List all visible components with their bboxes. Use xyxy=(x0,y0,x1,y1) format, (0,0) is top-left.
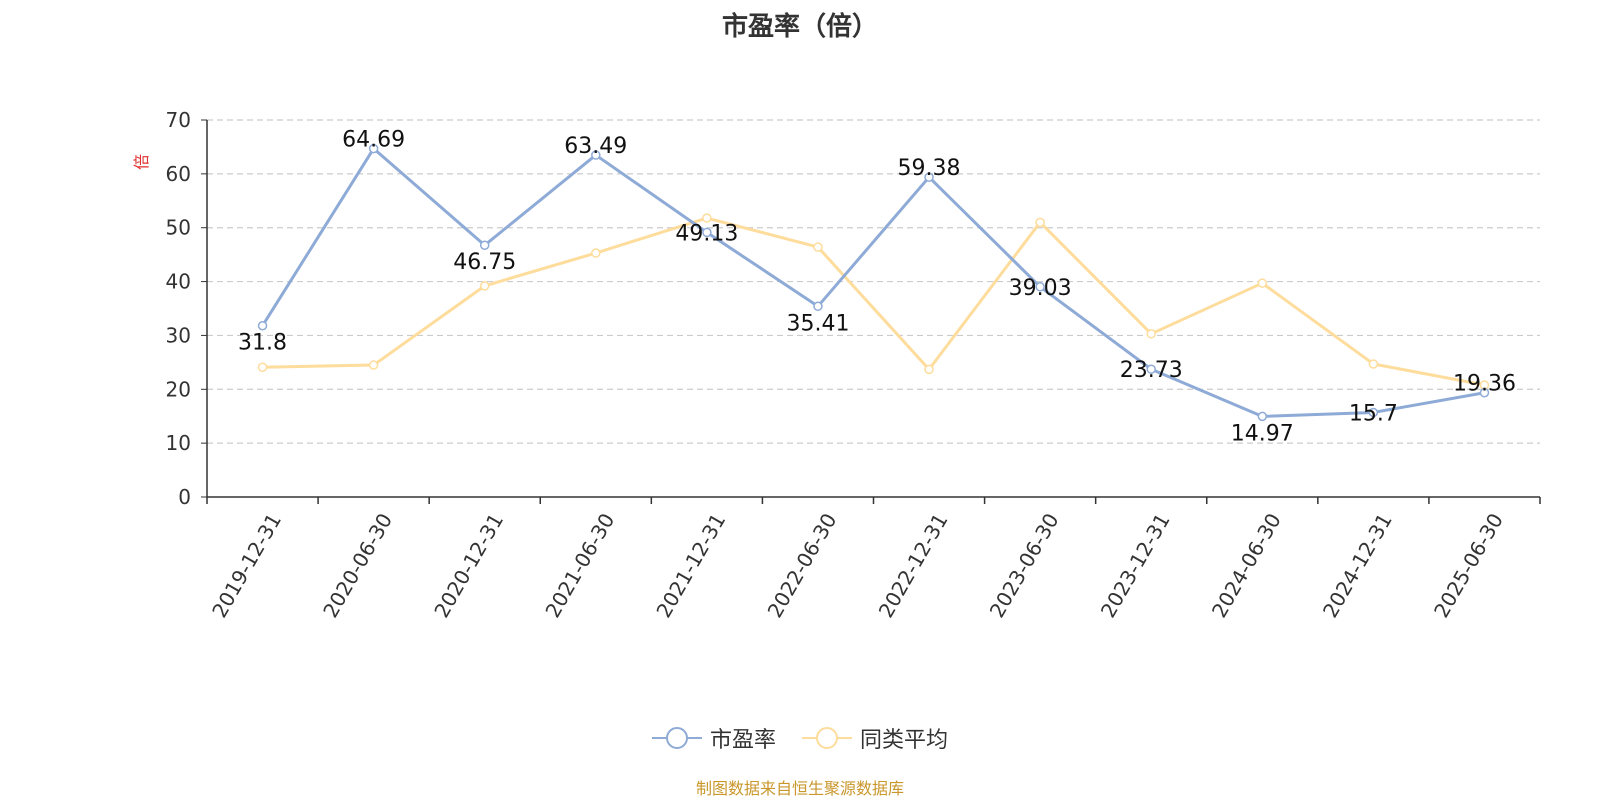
data-point-avg xyxy=(591,248,601,258)
data-point-pe xyxy=(368,143,379,154)
data-point-pe xyxy=(1146,364,1156,374)
data-label-pe: 63.49 xyxy=(564,134,627,159)
data-label-pe: 31.8 xyxy=(238,331,287,356)
data-point-pe xyxy=(1035,282,1045,292)
x-tick-label: 2020-06-30 xyxy=(318,509,397,622)
data-point-pe xyxy=(257,320,268,331)
data-point-pe xyxy=(1368,407,1379,418)
legend-label-pe: 市盈率 xyxy=(709,728,776,753)
x-tick-label: 2021-12-31 xyxy=(651,509,730,622)
data-point-avg xyxy=(924,364,934,375)
data-label-pe: 46.75 xyxy=(453,250,516,275)
legend-item-avg[interactable]: 同类平均 xyxy=(802,722,948,754)
data-point-avg xyxy=(1146,329,1156,339)
x-tick-label: 2023-06-30 xyxy=(985,509,1064,622)
data-point-pe xyxy=(702,227,712,238)
legend-avg-icon xyxy=(802,727,852,749)
data-label-pe: 14.97 xyxy=(1231,421,1294,446)
data-point-avg xyxy=(1368,359,1379,369)
data-point-pe xyxy=(1257,411,1268,422)
x-tick-label: 2023-12-31 xyxy=(1096,509,1175,622)
x-tick-label: 2022-06-30 xyxy=(763,509,842,622)
data-point-avg xyxy=(479,281,490,291)
data-label-pe: 49.13 xyxy=(675,221,738,246)
x-tick-label: 2021-06-30 xyxy=(540,509,619,622)
y-tick-label: 0 xyxy=(178,485,191,509)
data-label-pe: 15.7 xyxy=(1349,401,1398,426)
data-label-pe: 59.38 xyxy=(898,156,961,181)
data-label-pe: 64.69 xyxy=(342,128,405,153)
data-point-avg xyxy=(813,242,823,252)
data-label-pe: 19.36 xyxy=(1453,372,1516,397)
x-tick-label: 2020-12-31 xyxy=(429,509,508,622)
x-tick-label: 2024-06-30 xyxy=(1207,509,1286,622)
y-tick-label: 40 xyxy=(166,270,191,294)
data-source-note: 制图数据来自恒生聚源数据库 xyxy=(695,779,904,798)
x-tick-label: 2025-06-30 xyxy=(1429,509,1508,622)
y-tick-label: 30 xyxy=(166,323,191,347)
legend-pe-icon xyxy=(651,727,702,749)
data-label-pe: 39.03 xyxy=(1009,276,1072,301)
data-point-pe xyxy=(924,172,934,182)
legend-item-pe[interactable]: 市盈率 xyxy=(651,722,776,754)
legend-label-avg: 同类平均 xyxy=(860,728,949,753)
y-tick-label: 70 xyxy=(166,108,191,132)
series-line-pe xyxy=(261,147,1485,418)
x-tick-label: 2024-12-31 xyxy=(1318,509,1397,622)
y-tick-label: 50 xyxy=(166,216,191,240)
series-line-avg xyxy=(262,216,1485,387)
data-point-pe xyxy=(813,301,823,312)
legend: 市盈率 同类平均 xyxy=(0,722,1600,754)
y-tick-label: 60 xyxy=(166,162,191,186)
data-label-pe: 23.73 xyxy=(1120,358,1183,383)
data-point-pe xyxy=(1479,387,1490,398)
chart-title: 市盈率（倍） xyxy=(721,12,878,42)
data-point-pe xyxy=(591,150,601,160)
data-label-pe: 35.41 xyxy=(786,311,849,336)
data-point-avg xyxy=(1257,278,1268,288)
x-tick-label: 2022-12-31 xyxy=(874,509,953,622)
data-point-avg xyxy=(368,360,379,370)
data-point-avg xyxy=(1035,217,1045,228)
x-tick-label: 2019-12-31 xyxy=(207,509,286,622)
data-point-pe xyxy=(479,240,490,250)
data-point-avg xyxy=(257,362,268,372)
data-point-avg xyxy=(702,213,712,223)
y-tick-label: 20 xyxy=(166,377,191,401)
y-tick-label: 10 xyxy=(166,431,191,455)
